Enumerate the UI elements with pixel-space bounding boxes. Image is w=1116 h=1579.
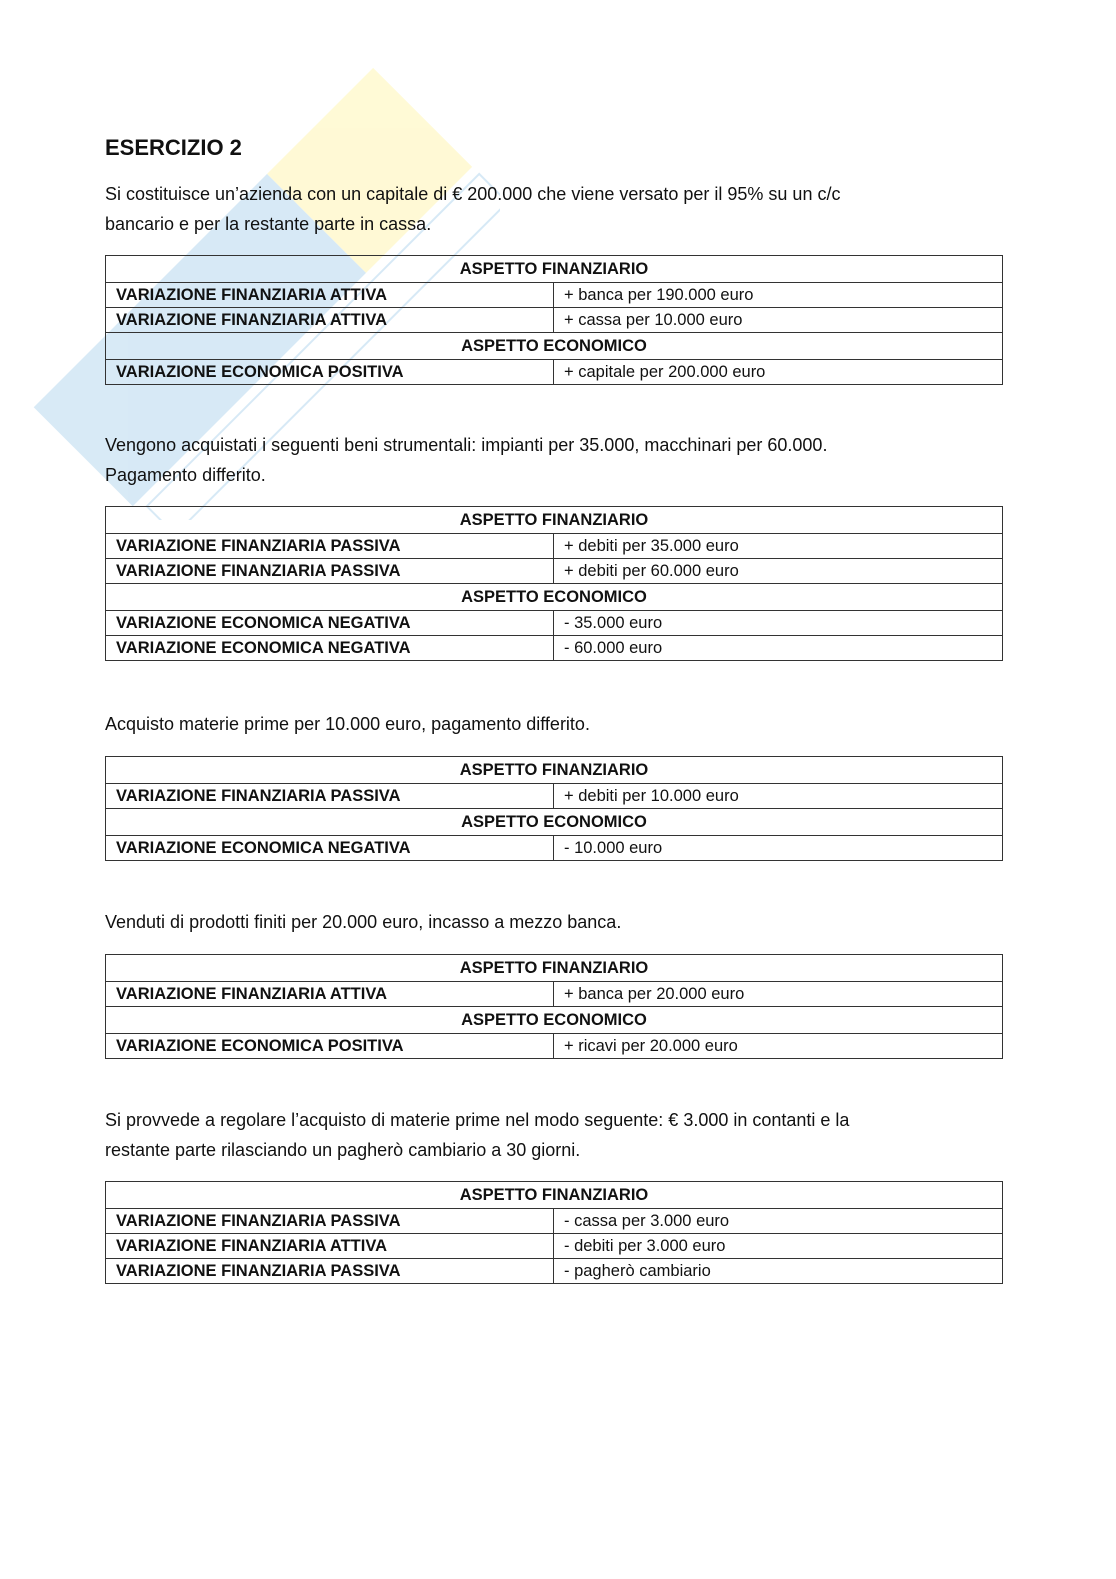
variation-type: VARIAZIONE FINANZIARIA PASSIVA: [105, 533, 554, 559]
accounting-table: ASPETTO FINANZIARIO VARIAZIONE FINANZIARI…: [105, 954, 1003, 1059]
section-header: ASPETTO ECONOMICO: [105, 1006, 1003, 1034]
variation-value: + banca per 20.000 euro: [553, 981, 1003, 1007]
variation-value: + ricavi per 20.000 euro: [553, 1033, 1003, 1059]
table-row: VARIAZIONE ECONOMICA NEGATIVA - 60.000 eu…: [105, 635, 1003, 661]
accounting-table: ASPETTO FINANZIARIO VARIAZIONE FINANZIARI…: [105, 506, 1003, 661]
table-row: VARIAZIONE FINANZIARIA PASSIVA + debiti p…: [105, 783, 1003, 809]
table-header-row: ASPETTO ECONOMICO: [105, 808, 1003, 836]
variation-value: + debiti per 60.000 euro: [553, 558, 1003, 584]
variation-type: VARIAZIONE FINANZIARIA ATTIVA: [105, 981, 554, 1007]
variation-type: VARIAZIONE FINANZIARIA PASSIVA: [105, 1258, 554, 1284]
variation-value: + debiti per 10.000 euro: [553, 783, 1003, 809]
table-row: VARIAZIONE ECONOMICA POSITIVA + capitale …: [105, 359, 1003, 385]
section-header: ASPETTO ECONOMICO: [105, 583, 1003, 611]
variation-value: - 60.000 euro: [553, 635, 1003, 661]
paragraph-line: Venduti di prodotti finiti per 20.000 eu…: [105, 912, 622, 932]
table-header-row: ASPETTO ECONOMICO: [105, 1006, 1003, 1034]
paragraph-line: restante parte rilasciando un pagherò ca…: [105, 1139, 581, 1160]
section-header: ASPETTO FINANZIARIO: [105, 954, 1003, 982]
paragraph: Vengono acquistati i seguenti beni strum…: [105, 431, 827, 490]
table-row: VARIAZIONE FINANZIARIA ATTIVA + cassa per…: [105, 307, 1003, 333]
table-row: VARIAZIONE FINANZIARIA ATTIVA + banca per…: [105, 981, 1003, 1007]
variation-type: VARIAZIONE FINANZIARIA PASSIVA: [105, 1208, 554, 1234]
variation-type: VARIAZIONE ECONOMICA POSITIVA: [105, 359, 554, 385]
variation-value: + banca per 190.000 euro: [553, 282, 1003, 308]
section-header: ASPETTO ECONOMICO: [105, 332, 1003, 360]
paragraph-line: bancario e per la restante parte in cass…: [105, 213, 432, 234]
paragraph-line: Si provvede a regolare l’acquisto di mat…: [105, 1110, 850, 1130]
paragraph: Si costituisce un’azienda con un capital…: [105, 180, 840, 239]
section-header: ASPETTO FINANZIARIO: [105, 506, 1003, 534]
variation-value: - 10.000 euro: [553, 835, 1003, 861]
table-row: VARIAZIONE FINANZIARIA ATTIVA - debiti pe…: [105, 1233, 1003, 1259]
variation-value: - cassa per 3.000 euro: [553, 1208, 1003, 1234]
section-header: ASPETTO ECONOMICO: [105, 808, 1003, 836]
paragraph-line: Pagamento differito.: [105, 464, 266, 485]
variation-type: VARIAZIONE FINANZIARIA PASSIVA: [105, 783, 554, 809]
section-header: ASPETTO FINANZIARIO: [105, 756, 1003, 784]
accounting-table: ASPETTO FINANZIARIO VARIAZIONE FINANZIARI…: [105, 255, 1003, 385]
accounting-table: ASPETTO FINANZIARIO VARIAZIONE FINANZIARI…: [105, 756, 1003, 861]
section-header: ASPETTO FINANZIARIO: [105, 1181, 1003, 1209]
table-header-row: ASPETTO ECONOMICO: [105, 583, 1003, 611]
table-header-row: ASPETTO ECONOMICO: [105, 332, 1003, 360]
table-row: VARIAZIONE ECONOMICA POSITIVA + ricavi pe…: [105, 1033, 1003, 1059]
paragraph: Venduti di prodotti finiti per 20.000 eu…: [105, 908, 621, 938]
page-title: ESERCIZIO 2: [105, 135, 242, 160]
variation-type: VARIAZIONE FINANZIARIA ATTIVA: [105, 282, 554, 308]
variation-type: VARIAZIONE ECONOMICA NEGATIVA: [105, 610, 554, 636]
table-row: VARIAZIONE FINANZIARIA PASSIVA - cassa pe…: [105, 1208, 1003, 1234]
variation-value: + debiti per 35.000 euro: [553, 533, 1003, 559]
table-row: VARIAZIONE FINANZIARIA ATTIVA + banca per…: [105, 282, 1003, 308]
table-row: VARIAZIONE FINANZIARIA PASSIVA + debiti p…: [105, 558, 1003, 584]
table-row: VARIAZIONE ECONOMICA NEGATIVA - 10.000 eu…: [105, 835, 1003, 861]
paragraph-line: Vengono acquistati i seguenti beni strum…: [105, 435, 828, 455]
table-header-row: ASPETTO FINANZIARIO: [105, 756, 1003, 784]
variation-value: - 35.000 euro: [553, 610, 1003, 636]
section-header: ASPETTO FINANZIARIO: [105, 255, 1003, 283]
table-header-row: ASPETTO FINANZIARIO: [105, 255, 1003, 283]
paragraph-line: Si costituisce un’azienda con un capital…: [105, 184, 841, 204]
table-row: VARIAZIONE FINANZIARIA PASSIVA - pagherò …: [105, 1258, 1003, 1284]
variation-type: VARIAZIONE FINANZIARIA ATTIVA: [105, 1233, 554, 1259]
variation-type: VARIAZIONE ECONOMICA POSITIVA: [105, 1033, 554, 1059]
variation-value: + capitale per 200.000 euro: [553, 359, 1003, 385]
variation-value: + cassa per 10.000 euro: [553, 307, 1003, 333]
table-header-row: ASPETTO FINANZIARIO: [105, 506, 1003, 534]
accounting-table: ASPETTO FINANZIARIO VARIAZIONE FINANZIARI…: [105, 1181, 1003, 1284]
variation-type: VARIAZIONE ECONOMICA NEGATIVA: [105, 635, 554, 661]
paragraph: Si provvede a regolare l’acquisto di mat…: [105, 1106, 849, 1165]
paragraph-line: Acquisto materie prime per 10.000 euro, …: [105, 714, 590, 734]
variation-value: - debiti per 3.000 euro: [553, 1233, 1003, 1259]
paragraph: Acquisto materie prime per 10.000 euro, …: [105, 710, 590, 740]
table-header-row: ASPETTO FINANZIARIO: [105, 1181, 1003, 1209]
variation-type: VARIAZIONE FINANZIARIA ATTIVA: [105, 307, 554, 333]
table-row: VARIAZIONE ECONOMICA NEGATIVA - 35.000 eu…: [105, 610, 1003, 636]
table-row: VARIAZIONE FINANZIARIA PASSIVA + debiti p…: [105, 533, 1003, 559]
variation-value: - pagherò cambiario: [553, 1258, 1003, 1284]
variation-type: VARIAZIONE FINANZIARIA PASSIVA: [105, 558, 554, 584]
table-header-row: ASPETTO FINANZIARIO: [105, 954, 1003, 982]
variation-type: VARIAZIONE ECONOMICA NEGATIVA: [105, 835, 554, 861]
